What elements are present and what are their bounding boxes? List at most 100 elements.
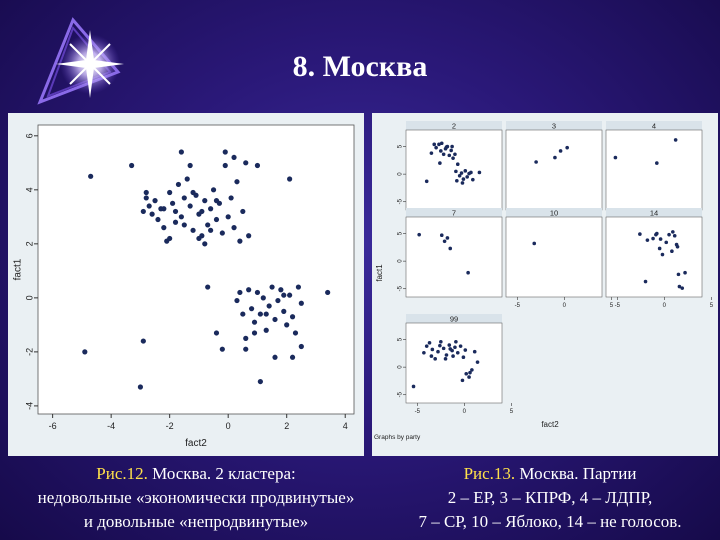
scatter-point xyxy=(137,384,144,390)
scatter-point xyxy=(263,327,269,333)
scatter-point xyxy=(234,179,240,185)
x-tick-label: -2 xyxy=(166,421,174,431)
facet-point xyxy=(454,169,458,174)
facet-point xyxy=(450,144,454,149)
facet-plot-area xyxy=(505,216,603,298)
facet-point xyxy=(657,246,662,251)
scatter-point xyxy=(187,203,193,209)
facet-point xyxy=(438,161,442,165)
caption-right-line3: 7 – СР, 10 – Яблоко, 14 – не голосов. xyxy=(418,512,682,531)
scatter-point xyxy=(251,330,258,336)
scatter-point xyxy=(266,303,272,309)
facet-point xyxy=(424,344,429,348)
x-tick-label: 5 xyxy=(710,303,714,309)
scatter-point xyxy=(272,354,278,360)
facet-point xyxy=(432,142,437,147)
facet-point xyxy=(464,371,469,376)
scatter-point xyxy=(298,343,304,350)
facet-point xyxy=(439,233,444,238)
x-tick-label: 0 xyxy=(563,303,567,309)
facet-point xyxy=(443,357,448,361)
scatter-point xyxy=(237,289,243,296)
scatter-point xyxy=(88,173,94,179)
scatter-point xyxy=(281,308,287,314)
facet-plot-area xyxy=(605,129,703,211)
cluster-scatter-svg: -6 -4 -2 0 2 4 -4 -2 0 2 4 6 fact2 fact1 xyxy=(13,124,355,449)
x-tick-label: 5 xyxy=(610,303,614,309)
caption-right-number: Рис.13. xyxy=(463,464,516,483)
caption-left-line2: недовольные «экономически продвинутые» xyxy=(37,488,355,507)
facet-header xyxy=(606,208,702,217)
slide-title: 8. Москва xyxy=(292,50,428,83)
facet-point xyxy=(675,244,680,249)
y-tick-label: 4 xyxy=(24,187,34,192)
y-tick-label: -5 xyxy=(398,198,404,204)
caption-right: Рис.13. Москва. Партии 2 – ЕР, 3 – КПРФ,… xyxy=(380,462,720,534)
facet-point xyxy=(424,179,429,184)
facet-point xyxy=(429,354,434,358)
facet-point xyxy=(448,246,453,251)
x-tick-label: 0 xyxy=(463,409,467,415)
scatter-point xyxy=(213,198,220,204)
party-scatter-chart: 2 -5 0 5 3 4 7 -5 0 5 10 -5 0 5 14 -5 0 5 99 -5 0 5 -5 0 5 fact1 f… xyxy=(372,113,718,456)
facet-point xyxy=(660,252,665,257)
facet-point xyxy=(565,145,569,150)
facet-point xyxy=(427,341,432,345)
facet-label: 4 xyxy=(652,122,656,131)
scatter-point xyxy=(181,195,187,201)
facet-point xyxy=(430,347,435,352)
y-tick-label: 0 xyxy=(398,259,404,263)
facet-point xyxy=(422,350,426,355)
facet-header xyxy=(606,121,702,130)
y-axis-label: fact1 xyxy=(13,258,24,280)
caption-left: Рис.12. Москва. 2 кластера: недовольные … xyxy=(0,462,392,534)
scatter-point xyxy=(210,187,217,193)
facet-point xyxy=(477,170,482,175)
facet-point xyxy=(429,151,434,155)
facet-point xyxy=(433,357,437,361)
scatter-point xyxy=(161,206,167,212)
facet-label: 99 xyxy=(450,315,458,324)
scatter-point xyxy=(243,160,249,166)
scatter-point xyxy=(199,208,205,215)
facet-point xyxy=(441,346,446,351)
scatter-point xyxy=(292,330,299,336)
facet-point xyxy=(434,145,438,150)
scatter-point xyxy=(143,195,149,201)
facet-plot-area xyxy=(605,216,703,298)
scatter-point xyxy=(278,287,284,293)
facet-point xyxy=(441,152,446,157)
facet-point xyxy=(658,237,663,241)
facet-plot-area xyxy=(405,129,503,211)
y-tick-label: 5 xyxy=(398,144,404,148)
scatter-point xyxy=(289,314,296,320)
facet-point xyxy=(645,238,650,242)
facet-point xyxy=(447,343,452,347)
y-tick-label: -5 xyxy=(398,391,404,397)
scatter-point xyxy=(213,330,220,336)
facet-point xyxy=(417,232,421,237)
facet-point xyxy=(442,239,447,244)
facet-point xyxy=(472,349,477,354)
scatter-point xyxy=(298,300,304,306)
scatter-point xyxy=(231,225,237,231)
facet-point xyxy=(664,240,669,245)
scatter-point xyxy=(284,322,290,328)
scatter-point xyxy=(213,216,220,223)
x-tick-label: 4 xyxy=(343,421,348,431)
scatter-point xyxy=(82,349,88,355)
scatter-point xyxy=(140,338,146,344)
y-tick-label: 5 xyxy=(398,231,404,235)
facet-point xyxy=(448,347,453,351)
cluster-scatter-chart: -6 -4 -2 0 2 4 -4 -2 0 2 4 6 fact2 fact1 xyxy=(8,113,364,456)
y-tick-label: -2 xyxy=(24,348,34,356)
scatter-point xyxy=(172,208,179,215)
scatter-point xyxy=(275,297,281,304)
scatter-point xyxy=(196,235,202,242)
x-tick-label: -6 xyxy=(49,421,57,431)
caption-left-number: Рис.12. xyxy=(96,464,148,483)
scatter-point xyxy=(219,346,225,352)
x-tick-label: -5 xyxy=(415,409,421,415)
facet-header xyxy=(506,121,602,130)
